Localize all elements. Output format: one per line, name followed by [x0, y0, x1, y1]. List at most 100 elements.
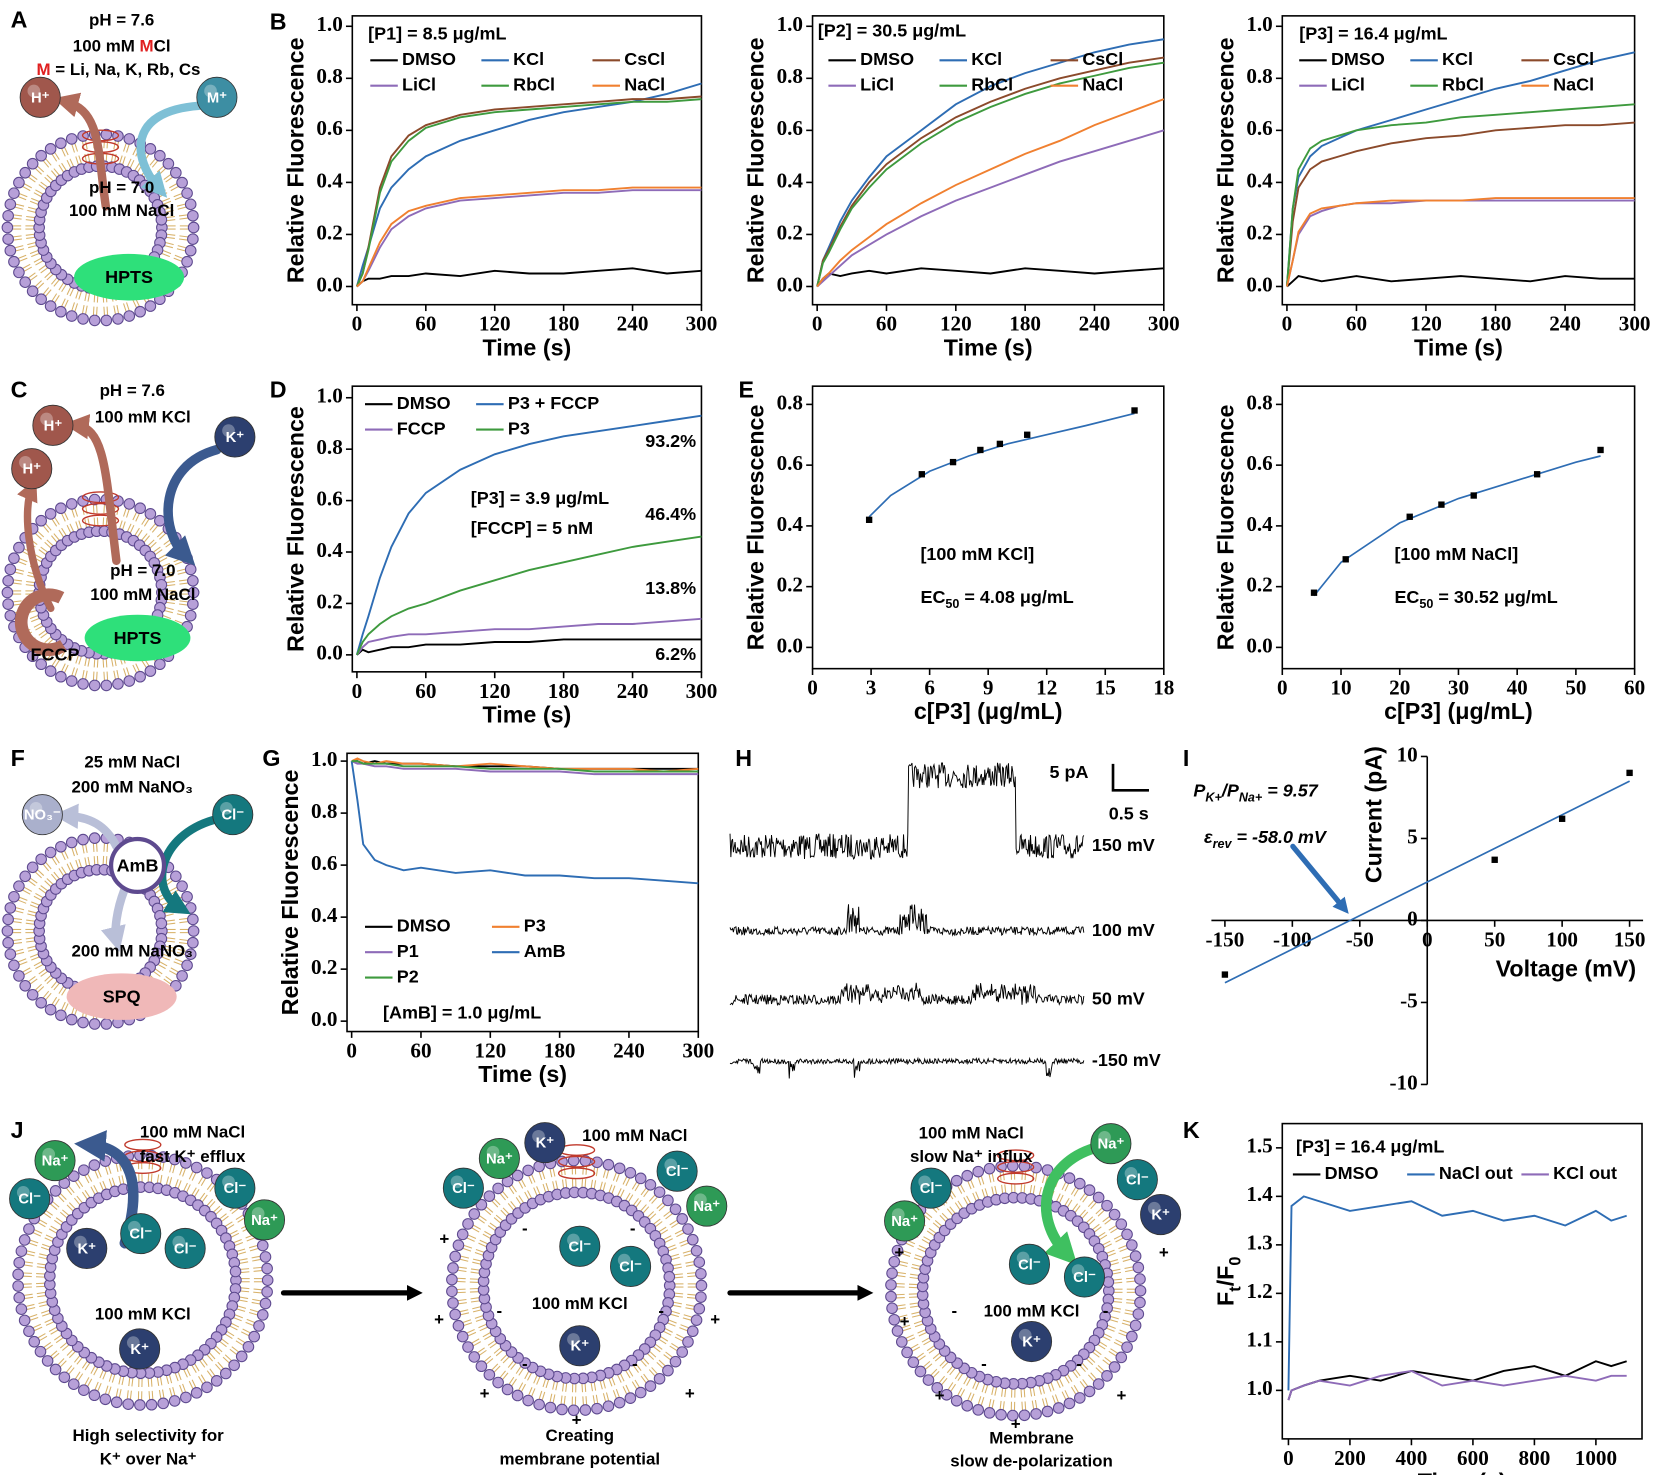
lipid-tail: [1118, 1332, 1127, 1337]
x-tick-label: 120: [474, 1039, 506, 1063]
lipid-tail: [164, 245, 174, 249]
lipid-head: [35, 293, 47, 306]
y-axis-label: Relative Fluorescence: [743, 405, 769, 651]
lipid-tail: [96, 671, 98, 681]
lipid-tail: [472, 1258, 482, 1262]
channel-ring: [557, 1155, 596, 1168]
lipid-head: [187, 574, 199, 587]
lipid-head: [1101, 1199, 1113, 1212]
lipid-head: [170, 166, 182, 179]
lipid-head: [88, 679, 101, 692]
lipid-tail: [991, 1399, 995, 1409]
lipid-tail: [1024, 1401, 1027, 1410]
lipid-tail: [169, 970, 177, 976]
legend-label: RbCl: [971, 74, 1013, 94]
lipid-tail: [1059, 1194, 1064, 1203]
lipid-tail: [50, 873, 58, 882]
lipid-tail: [166, 219, 176, 222]
ion: [559, 1225, 601, 1267]
condition-label: 200 mM NaNO₃: [71, 778, 193, 797]
lipid-tail: [38, 264, 46, 271]
lipid-tail: [132, 664, 137, 673]
lipid-head: [888, 1313, 901, 1326]
lipid-head: [1073, 1392, 1086, 1404]
lipid-tail: [129, 1390, 132, 1400]
lipid-tail: [477, 1217, 485, 1224]
lipid-tail: [198, 1376, 204, 1384]
ion-label: Cl⁻: [452, 1181, 475, 1197]
lipid-tail: [552, 1181, 555, 1190]
lipid-tail: [687, 1275, 696, 1278]
lipid-tail: [674, 1295, 683, 1298]
lipid-tail: [104, 1166, 109, 1175]
lipid-tail: [622, 1386, 628, 1395]
lipid-tail: [35, 983, 42, 991]
lipid-tail: [981, 1189, 986, 1198]
lipid-tail: [1110, 1316, 1119, 1320]
lipid-head: [1063, 1172, 1076, 1184]
lipid-tail: [116, 670, 120, 679]
lipid-tail: [1074, 1368, 1081, 1377]
lipid-tail: [148, 1391, 151, 1400]
lipid-tail: [510, 1201, 517, 1209]
lipid-tail: [129, 524, 135, 534]
lipid-tail: [51, 857, 58, 866]
y-axis-label-part: F: [1212, 1292, 1238, 1306]
lipid-tail: [30, 978, 38, 985]
lipid-tail: [911, 1263, 921, 1267]
lipid-head: [145, 1398, 158, 1411]
lipid-tail: [685, 1261, 694, 1264]
lipid-tail: [562, 1382, 565, 1392]
lipid-tail: [611, 1377, 616, 1386]
lipid-tail: [37, 165, 45, 173]
lipid-tail: [15, 907, 25, 911]
lipid-head: [2, 598, 14, 610]
lipid-head: [613, 1162, 626, 1175]
lipid-tail: [966, 1377, 972, 1386]
plot-frame: [811, 15, 1165, 306]
lipid-head: [1132, 1261, 1145, 1274]
lipid-head: [259, 1251, 272, 1263]
annotation: [P2] = 30.5 μg/mL: [818, 20, 966, 40]
ion: [1011, 1321, 1053, 1363]
lipid-tail: [35, 168, 42, 175]
lipid-tail: [471, 1227, 480, 1233]
y-tick-label: 0.8: [1246, 64, 1272, 88]
x-tick-label: 0: [1283, 1446, 1294, 1470]
data-point: [1310, 589, 1318, 596]
lipid-head: [44, 665, 57, 677]
lipid-tail: [533, 1375, 538, 1384]
lipid-tail: [61, 1001, 66, 1011]
lipid-head: [228, 1359, 240, 1372]
lipid-tail: [1079, 1193, 1086, 1201]
lipid-tail: [524, 1371, 530, 1380]
ion-highlight: [694, 1193, 707, 1207]
legend-label: DMSO: [1331, 49, 1385, 69]
ion-label: Cl⁻: [129, 1227, 152, 1243]
lipid-tail: [602, 1182, 606, 1191]
lipid-head: [256, 1239, 269, 1252]
lipid-tail: [37, 1263, 46, 1266]
lipid-tail: [549, 1168, 553, 1178]
lipid-tail: [123, 303, 127, 312]
y-axis-label-part: 0: [1227, 1257, 1245, 1266]
lipid-tail: [169, 1387, 173, 1397]
lipid-tail: [1002, 1171, 1005, 1181]
lipid-tail: [213, 1348, 221, 1355]
condition-label: pH = 7.6: [89, 11, 154, 30]
ion: [1140, 1194, 1182, 1236]
y-axis-label: Relative Fluorescence: [282, 37, 308, 283]
legend-label: DMSO: [397, 393, 451, 413]
lipid-tail: [1059, 1378, 1064, 1387]
x-tick-label: -150: [1206, 927, 1245, 951]
lipid-tail: [26, 1250, 36, 1254]
x-tick-label: 120: [479, 679, 511, 703]
lipid-tail: [54, 1219, 62, 1226]
lipid-tail: [1081, 1211, 1089, 1219]
x-tick-label: 240: [1079, 312, 1111, 336]
lipid-head: [134, 305, 146, 318]
dye: [84, 614, 191, 662]
annotation-part: EC: [920, 587, 945, 607]
lipid-tail: [679, 1327, 688, 1332]
lipid-tail: [665, 1213, 673, 1220]
